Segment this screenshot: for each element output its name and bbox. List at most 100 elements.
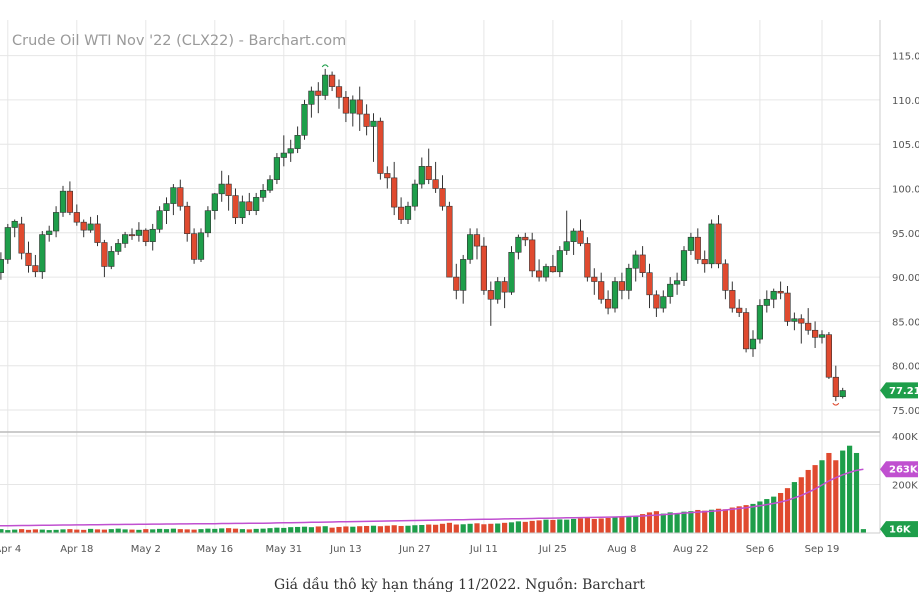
candle xyxy=(253,192,260,216)
volume-bar xyxy=(660,513,666,533)
candle-body xyxy=(701,259,708,265)
volume-bar xyxy=(439,523,446,533)
volume-bar xyxy=(191,529,197,533)
candle xyxy=(197,228,205,263)
volume-bar xyxy=(0,529,4,533)
volume-bar xyxy=(474,523,480,533)
candle xyxy=(156,206,163,233)
volume-bar xyxy=(502,522,508,533)
volume-bar xyxy=(640,514,646,533)
candle xyxy=(756,299,763,344)
price-tick-label: 105.00 xyxy=(892,140,919,151)
volume-bar xyxy=(702,510,708,533)
axis-layer: 115.00 110.00 105.00 100.00 95.00 90.00 85.00 8… xyxy=(0,20,919,555)
volume-bar xyxy=(5,530,11,533)
volume-bar xyxy=(308,527,314,533)
candle xyxy=(384,166,391,189)
candle xyxy=(570,228,577,255)
candle xyxy=(715,215,722,269)
volume-tick-label: 400K xyxy=(892,432,918,443)
candle-body xyxy=(66,190,73,213)
volume-bar xyxy=(515,521,521,533)
candle xyxy=(604,290,612,315)
candle xyxy=(73,204,80,226)
price-tick-label: 100.00 xyxy=(892,185,919,196)
volume-bar xyxy=(122,529,128,533)
volume-bar xyxy=(805,469,811,533)
volume-bar xyxy=(826,452,832,533)
candle-body xyxy=(404,205,412,220)
volume-bar xyxy=(612,517,618,533)
candle-body xyxy=(563,241,570,251)
candle-body xyxy=(101,242,108,267)
volume-bar xyxy=(419,524,425,533)
volume-bar xyxy=(591,518,597,533)
candle xyxy=(142,228,149,247)
candle-body xyxy=(335,86,343,98)
volume-bar xyxy=(833,460,839,533)
date-tick-label: Aug 8 xyxy=(607,544,636,555)
candle xyxy=(584,237,591,282)
volume-bar xyxy=(288,527,294,533)
candle-body xyxy=(708,223,715,265)
candle xyxy=(542,263,550,282)
candle xyxy=(411,179,419,211)
candle-body xyxy=(239,201,246,219)
volume-bar xyxy=(495,523,501,533)
candle xyxy=(204,206,212,238)
volume-bar xyxy=(571,518,577,533)
candle-body xyxy=(446,205,453,278)
candle-body xyxy=(259,189,267,198)
volume-bar xyxy=(88,528,94,533)
candle-body xyxy=(177,187,184,207)
volume-bar xyxy=(481,524,487,533)
candle xyxy=(135,222,143,242)
candle-body xyxy=(832,376,839,398)
candle xyxy=(18,216,25,260)
candle-body xyxy=(301,104,308,136)
volume-bar xyxy=(32,529,38,533)
candle-body xyxy=(391,177,398,208)
volume-bar xyxy=(853,452,860,533)
date-tick-label: May 2 xyxy=(131,544,161,555)
volume-bar xyxy=(764,499,770,533)
candle xyxy=(122,231,129,248)
volume-bar xyxy=(184,529,190,533)
candle xyxy=(356,86,363,131)
candle-body xyxy=(170,187,177,204)
candle xyxy=(791,312,798,331)
volume-bar xyxy=(157,528,163,533)
candle xyxy=(749,330,757,357)
volume-bar xyxy=(557,519,563,533)
candle xyxy=(446,201,453,278)
candle-body xyxy=(763,298,770,306)
volume-bar xyxy=(81,529,87,533)
volume-bar xyxy=(743,505,749,533)
candle-body xyxy=(604,298,612,309)
volume-bar xyxy=(136,529,142,533)
volume-bar xyxy=(729,507,735,533)
candle-body xyxy=(328,74,336,87)
candle xyxy=(818,330,826,344)
candle-body xyxy=(87,223,94,231)
last-price-tag: 77.21 xyxy=(880,382,919,399)
date-tick-label: Jul 25 xyxy=(538,544,567,555)
volume-bar xyxy=(370,525,377,533)
volume-bar xyxy=(12,529,18,533)
candle-body xyxy=(805,322,812,331)
volume-bar xyxy=(253,528,259,533)
candle xyxy=(784,285,791,326)
candle xyxy=(101,239,108,278)
volume-bar xyxy=(646,512,653,533)
candle-body xyxy=(94,223,101,243)
candle xyxy=(839,387,846,399)
volume-bar xyxy=(840,450,846,533)
candle-body xyxy=(25,252,32,266)
candle-body xyxy=(411,183,419,207)
candle-body xyxy=(625,267,632,291)
candle-body xyxy=(501,281,508,293)
candle-body xyxy=(736,307,743,313)
candle xyxy=(598,272,605,304)
